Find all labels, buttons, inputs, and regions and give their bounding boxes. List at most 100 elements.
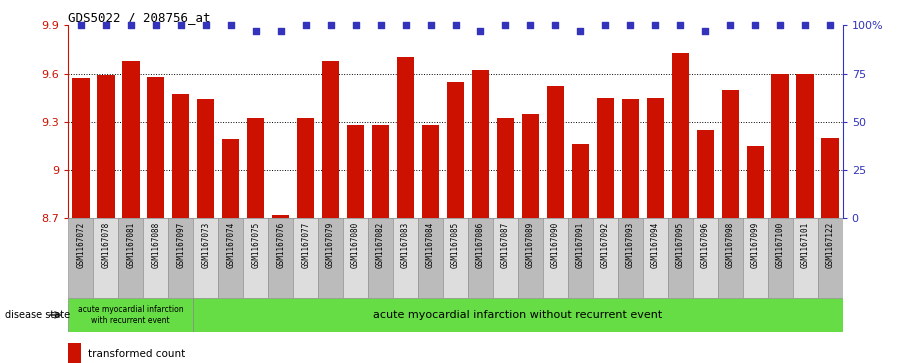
Bar [647,98,664,218]
Text: GSM1167078: GSM1167078 [101,222,110,268]
Bar [97,75,115,218]
Point [323,23,338,28]
Text: GSM1167083: GSM1167083 [401,222,410,268]
Text: GSM1167100: GSM1167100 [776,222,784,268]
Bar [93,218,118,298]
Bar [293,218,318,298]
Point [173,23,188,28]
Point [424,23,438,28]
Bar [122,61,139,218]
Text: GSM1167092: GSM1167092 [601,222,609,268]
Bar [347,125,364,218]
Bar [446,82,465,218]
Bar [822,138,839,218]
Point [448,23,463,28]
Bar [169,218,193,298]
Point [673,23,688,28]
Text: GSM1167094: GSM1167094 [650,222,660,268]
Point [599,23,613,28]
Bar [219,218,243,298]
Bar [143,218,169,298]
Bar [193,218,219,298]
Point [748,23,763,28]
Bar [668,218,692,298]
Point [148,23,163,28]
Point [823,23,837,28]
Point [523,23,537,28]
Text: GSM1167087: GSM1167087 [501,222,510,268]
Bar [472,70,489,218]
Point [199,23,213,28]
Bar [547,86,564,218]
Text: GSM1167086: GSM1167086 [476,222,485,268]
Point [374,23,388,28]
Text: GSM1167080: GSM1167080 [351,222,360,268]
Bar [772,74,789,218]
Text: transformed count: transformed count [88,348,186,359]
Text: GSM1167101: GSM1167101 [801,222,810,268]
Text: GDS5022 / 208756_at: GDS5022 / 208756_at [68,11,210,24]
Point [548,23,563,28]
Point [698,28,712,34]
Text: GSM1167098: GSM1167098 [726,222,735,268]
Bar [422,125,439,218]
Point [773,23,787,28]
Bar [222,139,240,218]
Point [124,23,138,28]
Point [74,23,88,28]
Text: GSM1167099: GSM1167099 [751,222,760,268]
Bar [343,218,368,298]
Text: GSM1167091: GSM1167091 [576,222,585,268]
Bar [643,218,668,298]
Bar [193,298,843,332]
Text: GSM1167095: GSM1167095 [676,222,685,268]
Bar [247,118,264,218]
Bar [793,218,818,298]
Text: GSM1167073: GSM1167073 [201,222,210,268]
Bar [518,218,543,298]
Bar [397,57,415,218]
Bar [271,215,290,218]
Text: GSM1167097: GSM1167097 [176,222,185,268]
Bar [618,218,643,298]
Bar [72,78,89,218]
Bar [318,218,343,298]
Bar [768,218,793,298]
Bar [268,218,293,298]
Bar [543,218,568,298]
Bar [496,118,514,218]
Bar [818,218,843,298]
Text: disease state: disease state [5,310,69,320]
Text: GSM1167084: GSM1167084 [426,222,435,268]
Point [348,23,363,28]
Point [249,28,263,34]
Bar [118,218,143,298]
Bar [796,74,814,218]
Bar [746,146,764,218]
Point [498,23,513,28]
Text: GSM1167076: GSM1167076 [276,222,285,268]
Bar [443,218,468,298]
Bar [243,218,268,298]
Text: GSM1167096: GSM1167096 [701,222,710,268]
Bar [418,218,443,298]
Bar [597,98,614,218]
Text: GSM1167077: GSM1167077 [302,222,310,268]
Point [648,23,662,28]
Point [623,23,638,28]
Bar [671,53,689,218]
Bar [68,298,193,332]
Text: GSM1167122: GSM1167122 [825,222,834,268]
Bar [493,218,518,298]
Point [473,28,487,34]
Bar [742,218,768,298]
Bar [322,61,339,218]
Point [223,23,238,28]
Bar [68,218,93,298]
Text: GSM1167072: GSM1167072 [77,222,86,268]
Bar [393,218,418,298]
Bar [718,218,742,298]
Bar [572,144,589,218]
Bar [522,114,539,218]
Bar [468,218,493,298]
